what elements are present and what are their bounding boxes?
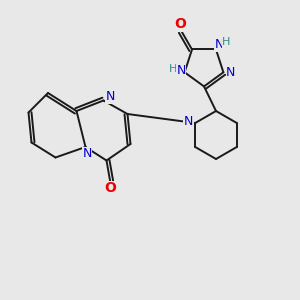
Text: N: N: [226, 66, 236, 79]
Text: O: O: [104, 182, 116, 195]
Text: N: N: [82, 147, 92, 161]
Text: O: O: [175, 17, 187, 31]
Text: H: H: [222, 37, 231, 47]
Text: N: N: [176, 64, 186, 77]
Text: N: N: [184, 115, 193, 128]
Text: H: H: [169, 64, 177, 74]
Text: N: N: [214, 38, 224, 52]
Text: N: N: [105, 90, 115, 104]
